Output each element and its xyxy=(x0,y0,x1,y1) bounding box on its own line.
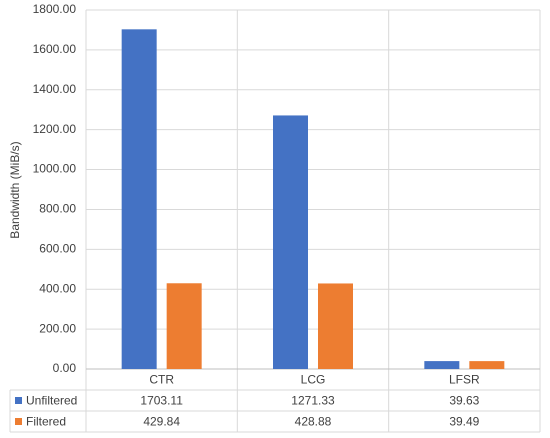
legend-label: Unfiltered xyxy=(26,394,77,408)
y-tick-label: 600.00 xyxy=(39,242,76,256)
bar xyxy=(469,361,505,369)
table-value: 39.49 xyxy=(449,415,479,429)
legend-key xyxy=(15,418,22,425)
x-tick-label: CTR xyxy=(149,373,174,387)
bar xyxy=(121,29,157,370)
legend-label: Filtered xyxy=(26,415,66,429)
legend-key xyxy=(15,397,22,404)
bar xyxy=(318,283,353,369)
bar xyxy=(166,283,202,369)
bar xyxy=(424,361,460,369)
table-value: 429.84 xyxy=(143,415,180,429)
y-tick-label: 1600.00 xyxy=(33,42,77,56)
table-value: 1271.33 xyxy=(291,394,335,408)
table-value: 428.88 xyxy=(295,415,332,429)
y-tick-label: 1400.00 xyxy=(33,82,77,96)
y-tick-label: 0.00 xyxy=(53,361,77,375)
bar xyxy=(273,115,308,369)
x-tick-label: LFSR xyxy=(449,373,480,387)
y-tick-label: 1000.00 xyxy=(33,162,77,176)
table-value: 39.63 xyxy=(449,394,479,408)
y-tick-label: 1200.00 xyxy=(33,122,77,136)
y-axis-label: Bandwidth (MiB/s) xyxy=(8,141,22,238)
table-value: 1703.11 xyxy=(140,394,183,408)
y-tick-label: 200.00 xyxy=(39,321,76,335)
y-tick-label: 400.00 xyxy=(39,281,76,295)
y-tick-label: 800.00 xyxy=(39,202,76,216)
y-tick-label: 1800.00 xyxy=(33,2,77,16)
x-tick-label: LCG xyxy=(301,373,326,387)
